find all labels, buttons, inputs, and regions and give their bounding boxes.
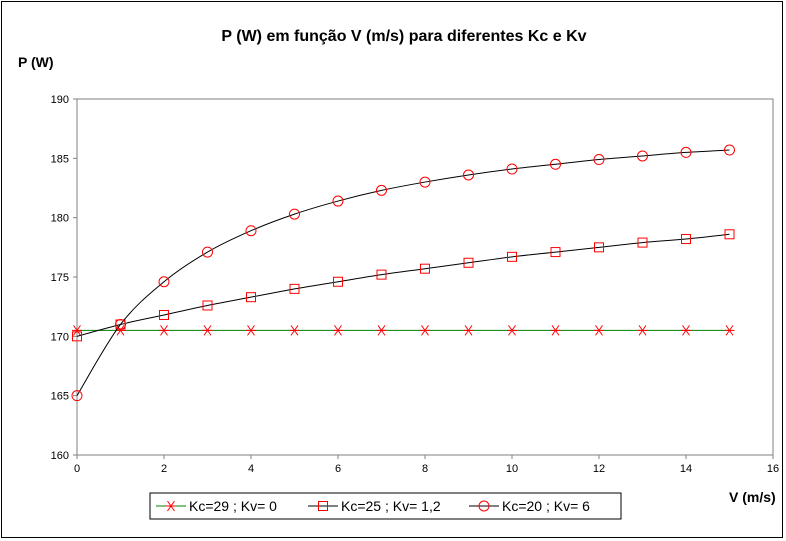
- chart-title: P (W) em função V (m/s) para diferentes …: [221, 28, 586, 45]
- data-point: [463, 257, 474, 268]
- y-axis-label: P (W): [18, 54, 54, 70]
- legend-label: Kc=25 ; Kv= 1,2: [341, 498, 441, 514]
- x-tick-label: 6: [335, 463, 341, 475]
- x-tick-label: 2: [161, 463, 167, 475]
- data-point: [420, 263, 430, 274]
- data-point: [246, 325, 256, 336]
- x-tick-label: 12: [593, 463, 605, 475]
- series-line: [76, 233, 730, 337]
- series-1: [72, 325, 735, 336]
- data-point: [550, 247, 561, 258]
- data-point: [332, 195, 344, 207]
- data-point: [333, 325, 343, 336]
- series-line: [76, 149, 730, 396]
- data-point: [376, 325, 387, 336]
- y-tick-label: 190: [51, 94, 69, 106]
- series-2: [72, 229, 735, 342]
- x-tick-label: 4: [248, 463, 254, 475]
- y-tick-label: 165: [51, 391, 69, 403]
- data-point: [115, 318, 126, 330]
- data-point: [724, 325, 735, 336]
- x-tick-label: 14: [680, 463, 692, 475]
- data-point: [289, 208, 300, 220]
- data-point: [593, 154, 605, 166]
- data-point: [637, 237, 648, 248]
- data-point: [159, 325, 169, 336]
- legend: Kc=29 ; Kv= 0 Kc=25 ; Kv= 1,2 Kc=20 ; Kv= …: [149, 492, 622, 520]
- data-point: [637, 325, 648, 336]
- data-point: [550, 158, 561, 170]
- data-point: [202, 325, 213, 336]
- data-point: [506, 163, 518, 175]
- plot-area: [76, 98, 774, 456]
- x-tick-label: 16: [767, 463, 779, 475]
- data-point: [463, 325, 474, 336]
- data-point: [724, 229, 735, 240]
- data-point: [463, 169, 474, 181]
- series-3: [71, 144, 735, 402]
- legend-marker: [318, 501, 328, 511]
- data-point: [637, 150, 648, 162]
- data-point: [115, 325, 126, 336]
- data-point: [376, 184, 387, 196]
- data-point: [202, 246, 213, 258]
- data-point: [420, 325, 430, 336]
- data-point: [419, 176, 431, 188]
- legend-label: Kc=29 ; Kv= 0: [189, 498, 277, 514]
- data-point: [72, 331, 82, 342]
- data-point: [594, 242, 604, 253]
- y-tick-label: 160: [51, 450, 69, 462]
- y-axis: 160 165 170 175 180 185 190: [51, 94, 77, 462]
- data-point: [72, 325, 82, 336]
- y-tick-label: 170: [51, 331, 69, 343]
- legend-item: Kc=20 ; Kv= 6: [469, 498, 590, 514]
- legend-label: Kc=20 ; Kv= 6: [502, 498, 590, 514]
- x-tick-label: 8: [422, 463, 428, 475]
- data-point: [507, 251, 517, 262]
- legend-marker: [166, 500, 176, 512]
- x-axis-label: V (m/s): [729, 489, 776, 505]
- data-point: [550, 325, 561, 336]
- data-point: [245, 225, 257, 237]
- data-point: [246, 292, 256, 303]
- data-point: [507, 325, 517, 336]
- data-point: [158, 276, 170, 288]
- y-tick-label: 175: [51, 272, 69, 284]
- x-tick-label: 10: [506, 463, 518, 475]
- data-point: [159, 309, 169, 320]
- data-point: [594, 325, 604, 336]
- x-tick-label: 0: [74, 463, 80, 475]
- legend-marker: [478, 500, 490, 512]
- data-point: [376, 269, 387, 280]
- legend-item: Kc=25 ; Kv= 1,2: [308, 498, 441, 514]
- y-tick-label: 180: [51, 213, 69, 225]
- data-point: [681, 325, 691, 336]
- data-point: [724, 144, 735, 156]
- data-point: [71, 390, 83, 402]
- series-layer: [71, 144, 735, 402]
- y-tick-label: 185: [51, 153, 69, 165]
- data-point: [333, 276, 343, 287]
- data-point: [202, 300, 213, 311]
- legend-box: [149, 492, 622, 520]
- data-point: [680, 146, 692, 158]
- legend-item: Kc=29 ; Kv= 0: [156, 498, 277, 514]
- data-point: [681, 234, 691, 245]
- data-point: [289, 283, 300, 294]
- data-point: [289, 325, 300, 336]
- x-axis: 0 2 4 6 8 10 12 14 16: [74, 455, 779, 475]
